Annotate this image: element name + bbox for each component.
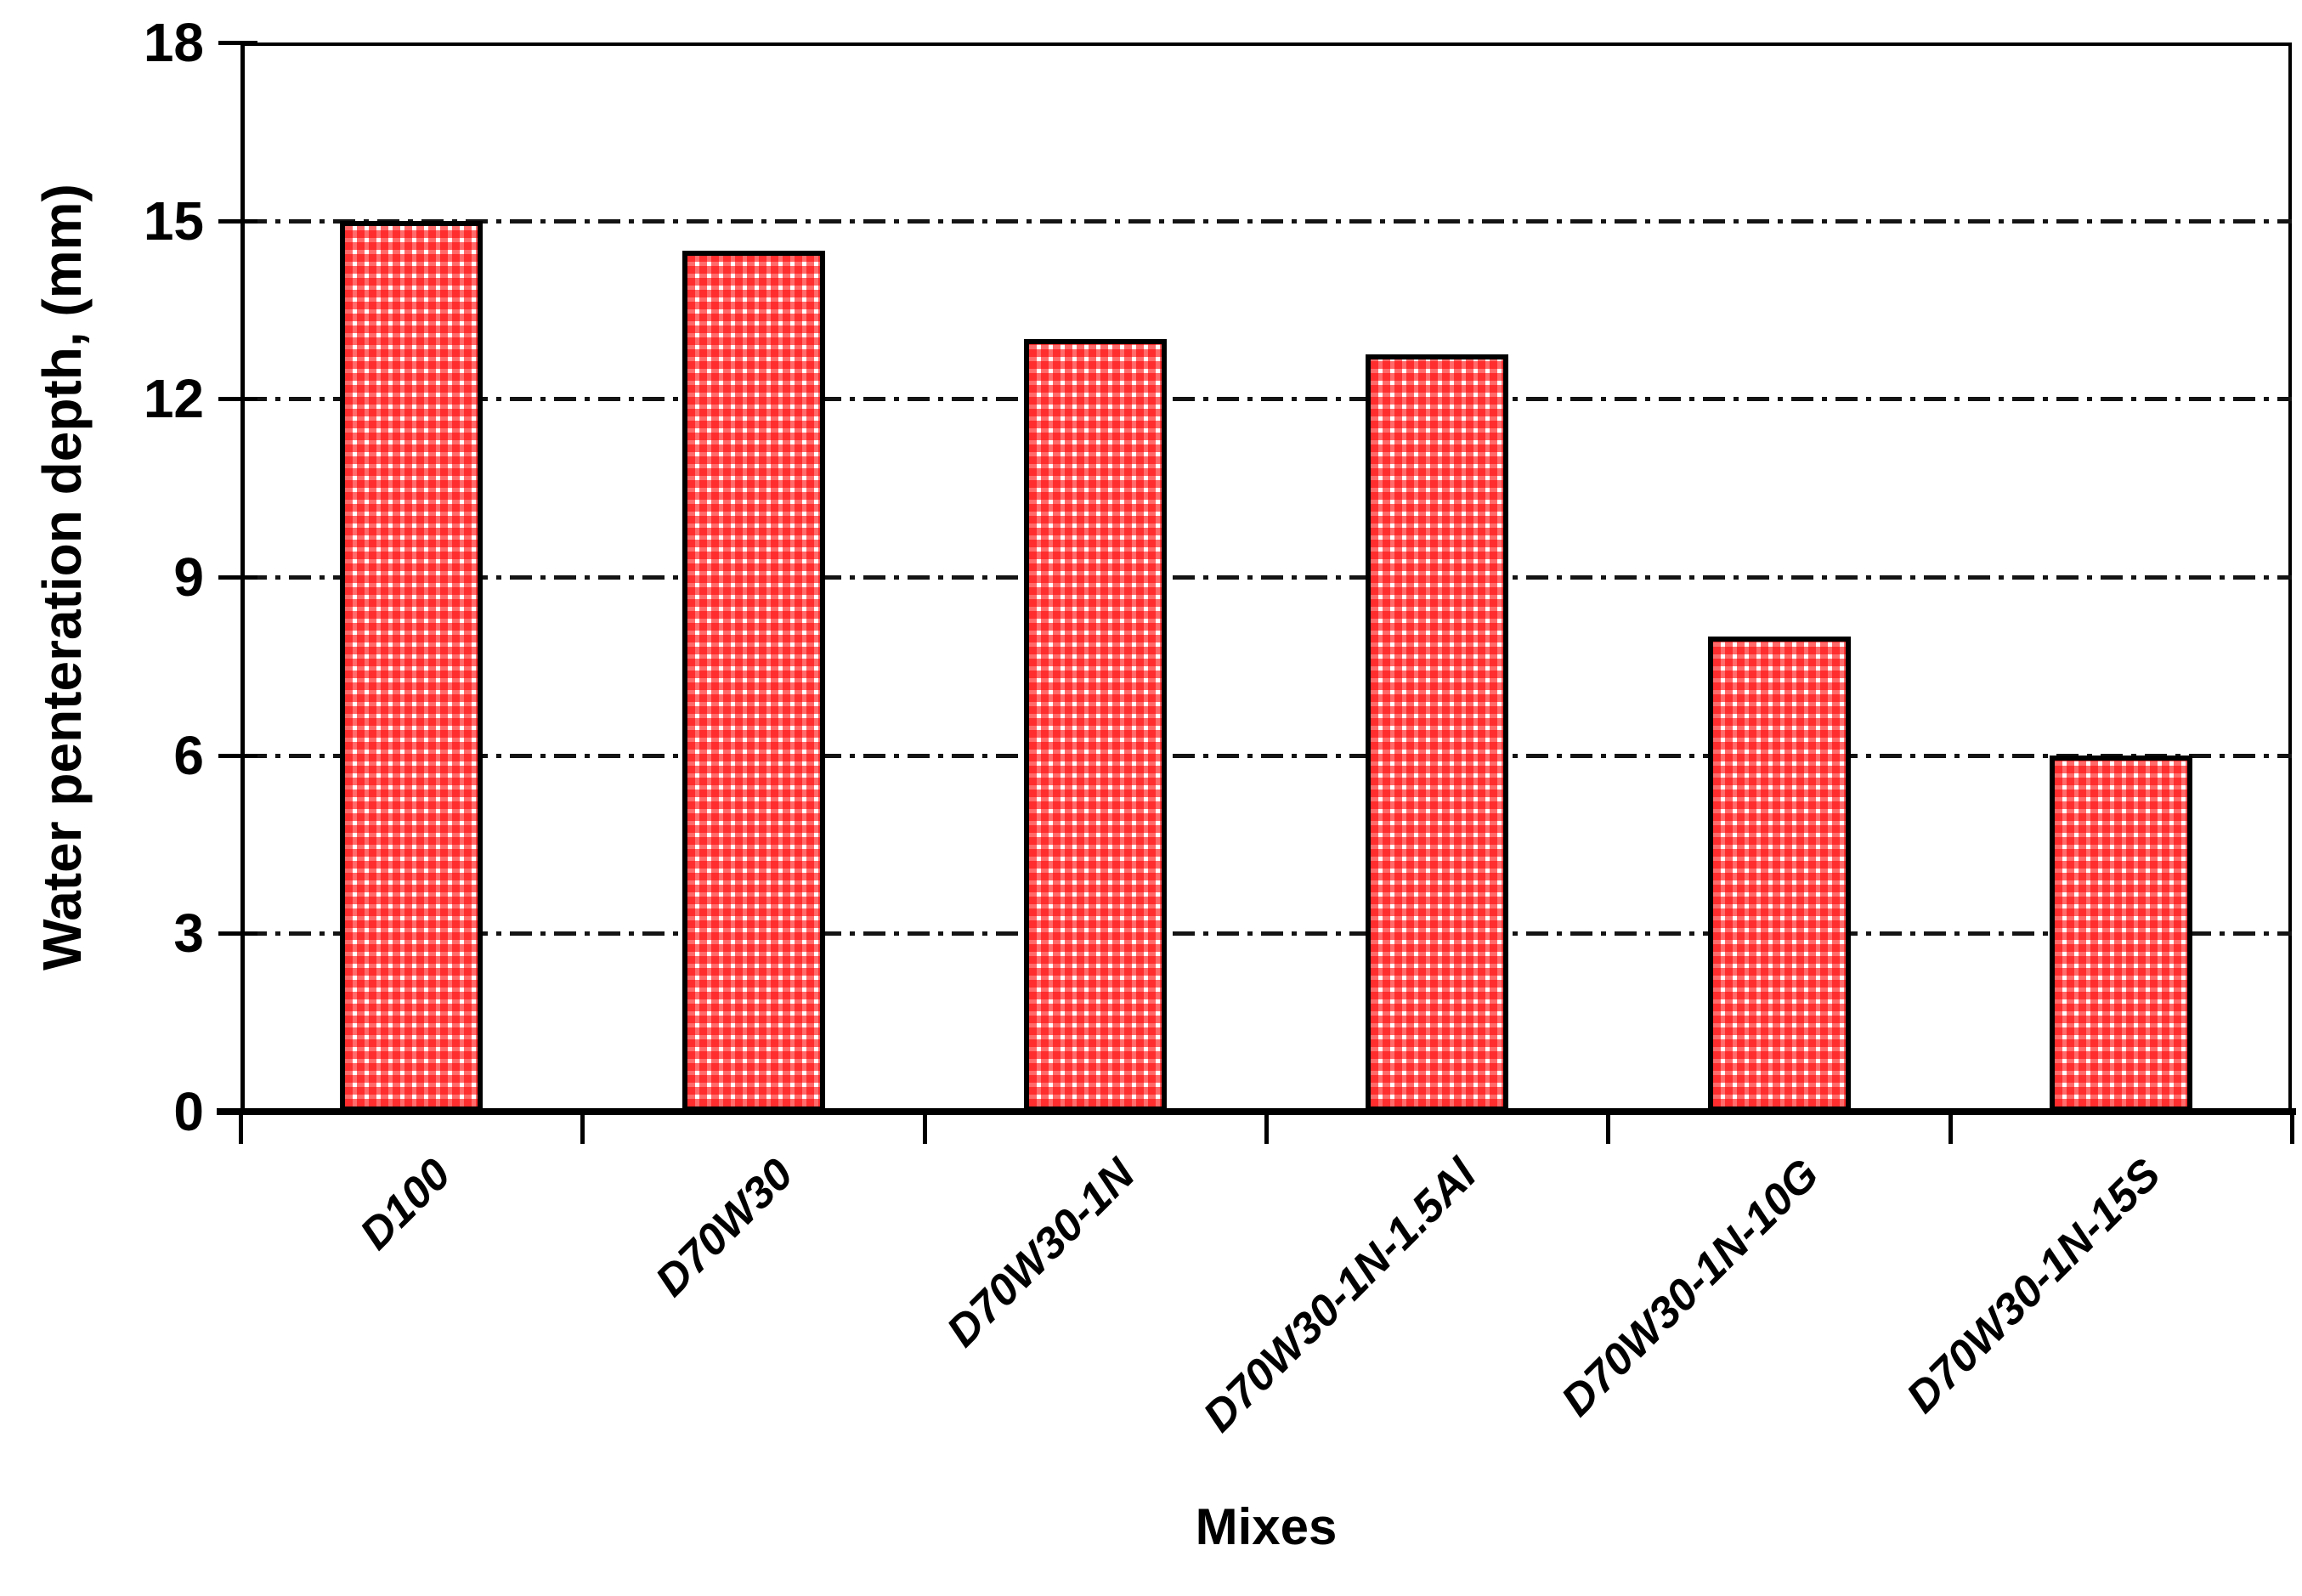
y-tick-label-9: 9 [173, 546, 204, 608]
y-axis-tick-15 [218, 219, 257, 224]
gridline-3 [245, 931, 2292, 936]
x-axis-tick-3 [1264, 1112, 1269, 1144]
gridline-6 [245, 754, 2292, 758]
x-axis-tick-6 [2290, 1112, 2294, 1144]
bar-D70W30-1N-15S [2050, 756, 2192, 1112]
y-axis-tick-0 [218, 1110, 257, 1114]
gridline-15 [245, 219, 2292, 224]
y-tick-label-6: 6 [173, 725, 204, 786]
x-axis-tick-1 [580, 1112, 585, 1144]
bar-D100 [340, 221, 483, 1112]
x-axis-tick-2 [923, 1112, 927, 1144]
gridline-12 [245, 397, 2292, 401]
x-axis-tick-4 [1606, 1112, 1610, 1144]
x-category-label-text: D70W30 [646, 1149, 803, 1306]
x-axis-line [217, 1108, 2296, 1115]
y-tick-label-18: 18 [143, 12, 204, 73]
x-category-label-text: D70W30-1N-15S [1897, 1149, 2170, 1423]
y-tick-label-3: 3 [173, 903, 204, 964]
y-axis-tick-3 [218, 931, 257, 936]
bar-D70W30-1N-10G [1708, 637, 1851, 1112]
x-axis-title: Mixes [1195, 1498, 1338, 1555]
bar-D70W30 [682, 251, 825, 1112]
y-axis-tick-12 [218, 397, 257, 401]
x-category-label-text: D70W30-1N-10G [1552, 1149, 1829, 1426]
gridline-9 [245, 575, 2292, 580]
bar-D70W30-1N-1.5Al [1366, 354, 1508, 1112]
y-tick-label-0: 0 [173, 1081, 204, 1142]
x-category-label-text: D70W30-1N-1.5Al [1194, 1149, 1486, 1442]
y-axis-tick-6 [218, 754, 257, 758]
x-axis-tick-5 [1948, 1112, 1953, 1144]
y-axis-tick-18 [218, 41, 257, 45]
y-tick-label-12: 12 [143, 368, 204, 429]
bar-D70W30-1N [1024, 339, 1167, 1112]
x-category-label-text: D70W30-1N [937, 1149, 1145, 1357]
y-axis-tick-9 [218, 575, 257, 580]
x-category-label-text: D100 [350, 1149, 461, 1259]
y-tick-label-15: 15 [143, 190, 204, 252]
x-axis-tick-0 [239, 1112, 243, 1144]
